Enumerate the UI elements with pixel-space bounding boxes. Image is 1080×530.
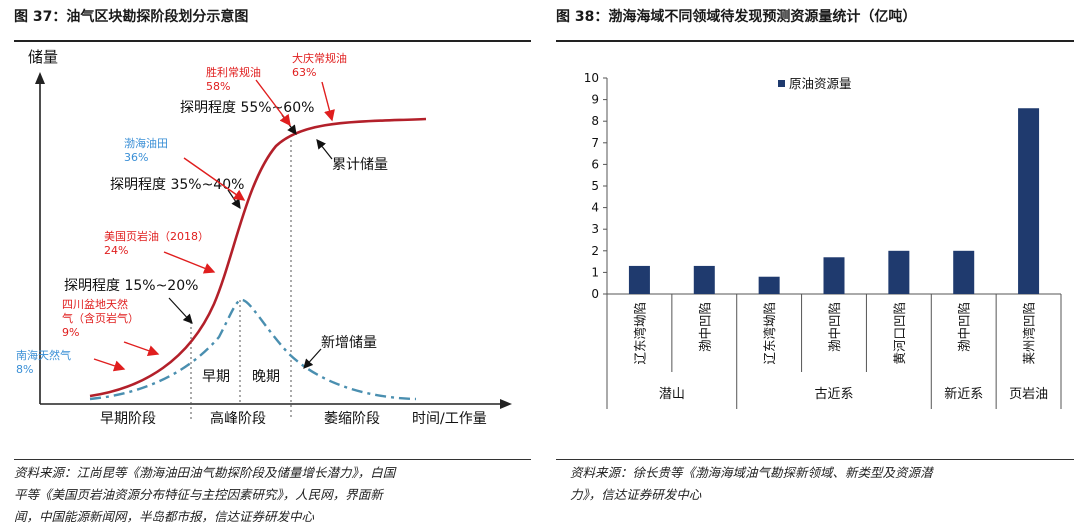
- exploration-label-55: 探明程度 55%~60%: [180, 100, 314, 116]
- field-pointer-us-shale: [163, 251, 216, 274]
- category-label: 渤中凹陷: [827, 302, 842, 352]
- bar: [758, 276, 780, 294]
- y-tick-label: 6: [591, 157, 599, 171]
- bar: [628, 265, 650, 294]
- right-source-line-1: 资料来源：徐长贵等《渤海海域油气勘探新领域、新类型及资源潜: [570, 465, 933, 480]
- cumulative-pointer: [316, 139, 333, 160]
- field-name-bohai: 渤海油田: [124, 136, 168, 150]
- resource-bar-chart: 0 1 2 3 4 5 6 7 8 9 10 辽东湾坳陷 渤中凹陷 辽东湾坳陷 渤中凹陷 黄河口凹陷 渤中凹陷 莱…: [584, 71, 1062, 409]
- field-name-sichuan-1: 四川盆地天然: [62, 297, 128, 311]
- y-tick-label: 2: [591, 244, 599, 258]
- group-label: 潜山: [659, 387, 685, 402]
- field-pointer-daqing: [321, 81, 335, 122]
- field-name-nanhai: 南海天然气: [16, 348, 71, 362]
- field-pointer-shengli: [255, 79, 291, 127]
- field-pct-daqing: 63%: [292, 66, 316, 79]
- right-source-line-2: 力》，信达证券研发中心: [570, 487, 702, 502]
- category-label: 辽东湾坳陷: [762, 302, 777, 365]
- stage-peak: 高峰阶段: [210, 410, 266, 427]
- category-label: 渤中凹陷: [697, 302, 712, 352]
- exploration-label-35: 探明程度 35%~40%: [110, 177, 244, 193]
- y-tick-label: 7: [591, 136, 599, 150]
- category-label: 黄河口凹陷: [892, 302, 907, 365]
- stage-early: 早期阶段: [100, 411, 156, 427]
- field-pointer-nanhai: [93, 358, 126, 372]
- left-source-line-2: 平等《美国页岩油资源分布特征与主控因素研究》，人民网，界面新: [14, 487, 383, 502]
- left-y-axis-label: 储量: [28, 48, 58, 66]
- exploration-stage-diagram: 储量 早期阶段 高峰阶段 萎缩阶段 时间/工作量 早期 晚期 累计储量 新增储量…: [16, 48, 512, 427]
- period-late: 晚期: [252, 369, 280, 385]
- left-x-axis-arrow: [500, 399, 512, 409]
- field-pct-sichuan: 9%: [62, 326, 79, 339]
- field-pointer-bohai: [183, 157, 246, 201]
- y-tick-label: 0: [591, 287, 599, 301]
- group-label: 页岩油: [1009, 387, 1048, 402]
- y-tick-label: 3: [591, 222, 599, 236]
- field-name-sichuan-2: 气（含页岩气）: [62, 311, 139, 325]
- y-tick-label: 5: [591, 179, 599, 193]
- new-curve-label: 新增储量: [321, 335, 377, 351]
- left-figure-title: 图 37：油气区块勘探阶段划分示意图: [14, 9, 249, 25]
- left-y-axis-arrow: [35, 72, 45, 84]
- right-source-rule: [556, 459, 1074, 460]
- category-label: 渤中凹陷: [957, 302, 972, 352]
- field-pct-shengli: 58%: [206, 80, 230, 93]
- left-x-axis-label: 时间/工作量: [412, 411, 487, 427]
- stage-decline: 萎缩阶段: [324, 411, 380, 427]
- field-name-us-shale: 美国页岩油（2018）: [104, 229, 209, 243]
- legend-swatch: [778, 80, 785, 87]
- y-tick-label: 8: [591, 114, 599, 128]
- y-tick-label: 1: [591, 265, 599, 279]
- group-label: 新近系: [944, 386, 983, 402]
- period-early: 早期: [202, 369, 230, 385]
- bar: [693, 265, 715, 294]
- left-source-line-3: 闻，中国能源新闻网，半岛都市报，信达证券研发中心: [14, 509, 315, 524]
- category-label: 辽东湾坳陷: [632, 302, 647, 365]
- field-name-shengli: 胜利常规油: [206, 65, 261, 79]
- category-label: 莱州湾凹陷: [1022, 302, 1037, 365]
- field-pct-nanhai: 8%: [16, 363, 33, 376]
- bar: [1018, 108, 1040, 295]
- exploration-pointer-15: [168, 297, 193, 324]
- bar: [888, 250, 910, 294]
- y-tick-label: 9: [591, 93, 599, 107]
- legend-label: 原油资源量: [789, 76, 852, 91]
- bar: [823, 257, 845, 294]
- field-pct-bohai: 36%: [124, 151, 148, 164]
- cumulative-curve-label: 累计储量: [332, 157, 388, 173]
- exploration-label-15: 探明程度 15%~20%: [64, 278, 198, 294]
- right-figure-title: 图 38：渤海海域不同领域待发现预测资源量统计（亿吨）: [556, 9, 917, 25]
- right-source-note: 资料来源：徐长贵等《渤海海域油气勘探新领域、新类型及资源潜 力》，信达证券研发中…: [570, 462, 1074, 506]
- new-pointer: [303, 348, 322, 369]
- y-tick-label: 4: [591, 201, 599, 215]
- right-title-rule: [556, 40, 1074, 42]
- left-source-rule: [14, 459, 531, 460]
- field-name-daqing: 大庆常规油: [292, 51, 347, 65]
- left-source-note: 资料来源：江尚昆等《渤海油田油气勘探阶段及储量增长潜力》，白国 平等《美国页岩油…: [14, 462, 534, 528]
- left-title-rule: [14, 40, 531, 42]
- y-tick-label: 10: [584, 71, 599, 85]
- left-source-line-1: 资料来源：江尚昆等《渤海油田油气勘探阶段及储量增长潜力》，白国: [14, 465, 396, 480]
- field-pointer-sichuan: [123, 341, 160, 357]
- cumulative-reserve-curve: [89, 117, 427, 398]
- bar: [953, 250, 975, 294]
- field-pct-us-shale: 24%: [104, 244, 128, 257]
- new-reserve-curve: [89, 298, 417, 401]
- group-label: 古近系: [814, 387, 853, 402]
